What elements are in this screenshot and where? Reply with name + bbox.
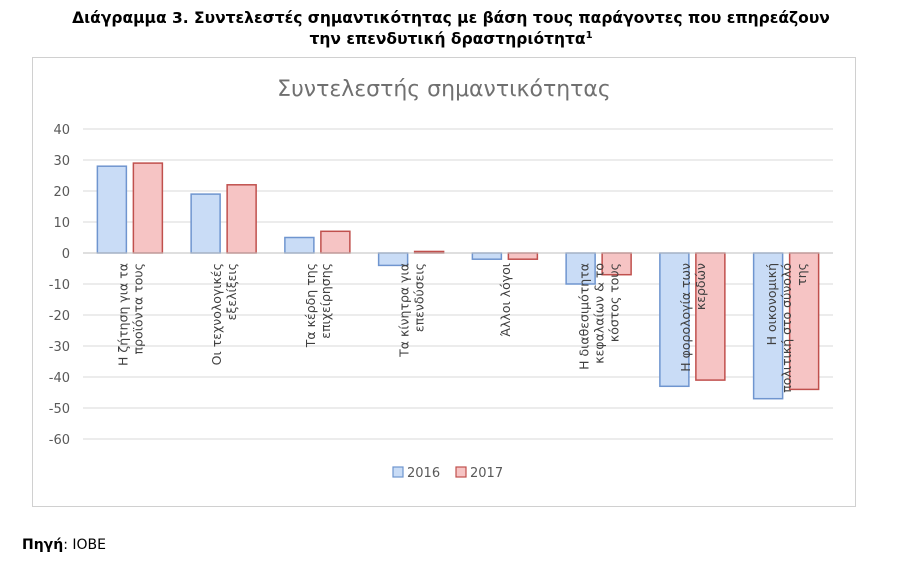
bar-2016 bbox=[471, 252, 503, 260]
document-title: Διάγραμμα 3. Συντελεστές σημαντικότητας … bbox=[0, 8, 902, 50]
x-category-label-line: Η διαθεσιμότητα bbox=[577, 263, 592, 370]
x-category-label: Η διαθεσιμότητα κεφαλαίων & το κόστος τους bbox=[577, 263, 622, 370]
bar-2017 bbox=[507, 252, 539, 260]
x-category-label: Άλλοι λόγοι bbox=[498, 263, 513, 337]
x-category-label: Η οικονομική πολιτική στο σύνολό της bbox=[764, 263, 809, 393]
legend-swatch-2016 bbox=[392, 466, 404, 478]
x-category-label-line: εξελίξεις bbox=[224, 263, 239, 320]
source-value: : IOBE bbox=[63, 537, 106, 553]
document-title-line-2: την επενδυτική δραστηριότητα1 bbox=[0, 29, 902, 50]
x-category-label-line: προϊόντα τους bbox=[130, 263, 145, 354]
x-category-label-line: πολιτική στο σύνολό bbox=[779, 263, 794, 393]
bar-2017 bbox=[132, 162, 164, 254]
y-tick-label: -50 bbox=[49, 402, 70, 417]
x-category-label-line: κόστος τους bbox=[607, 263, 622, 342]
bar-2017 bbox=[320, 230, 351, 254]
y-tick-label: 30 bbox=[53, 154, 70, 169]
x-category-label-line: επενδύσεις bbox=[412, 263, 427, 332]
y-tick-label: 20 bbox=[53, 185, 70, 200]
x-category-label-line: Η οικονομική bbox=[764, 263, 779, 345]
bar-2017 bbox=[788, 252, 820, 391]
bar-2016 bbox=[752, 252, 784, 400]
x-category-label-line: κερδών bbox=[693, 263, 708, 310]
document-title-line-1: Διάγραμμα 3. Συντελεστές σημαντικότητας … bbox=[72, 9, 830, 27]
x-category-label-line: Οι τεχνολογικές bbox=[209, 263, 224, 365]
x-category-label: Η φορολογία των κερδών bbox=[678, 263, 708, 372]
bar-2016 bbox=[565, 252, 596, 285]
x-category-label-line: επιχείρησης bbox=[318, 263, 333, 339]
x-category-label-line: κεφαλαίων & το bbox=[592, 263, 607, 364]
legend-label-2017: 2017 bbox=[470, 466, 503, 481]
x-category-label-line: της bbox=[794, 263, 809, 286]
bar-2016 bbox=[284, 236, 315, 254]
y-tick-label: -10 bbox=[49, 278, 70, 293]
document-title-line-2-text: την επενδυτική δραστηριότητα bbox=[309, 30, 586, 48]
bar-2016 bbox=[96, 165, 128, 254]
y-tick-label: -20 bbox=[49, 309, 70, 324]
x-category-label-line: Τα κίνητρα για bbox=[397, 263, 412, 358]
bar-2016 bbox=[190, 193, 221, 254]
source-note: Πηγή: IOBE bbox=[22, 537, 106, 553]
x-category-label: Η ζήτηση για τα προϊόντα τους bbox=[115, 263, 145, 366]
y-tick-label: 40 bbox=[53, 123, 70, 138]
legend-swatch-2017 bbox=[455, 466, 467, 478]
x-category-label: Οι τεχνολογικές εξελίξεις bbox=[209, 263, 239, 365]
bar-2017 bbox=[695, 252, 726, 381]
footnote-marker: 1 bbox=[585, 29, 593, 41]
y-tick-label: 10 bbox=[53, 216, 70, 231]
bar-2017 bbox=[226, 184, 257, 254]
chart-frame: Συντελεστής σημαντικότητας 40 30 20 10 0 -10 -2… bbox=[32, 57, 856, 507]
x-category-label-line: Η ζήτηση για τα bbox=[115, 263, 130, 366]
y-tick-label: -60 bbox=[49, 433, 70, 448]
x-category-label-line: Άλλοι λόγοι bbox=[498, 263, 513, 337]
x-category-label-line: Η φορολογία των bbox=[678, 263, 693, 372]
source-label: Πηγή bbox=[22, 537, 64, 553]
y-tick-label: -40 bbox=[49, 371, 70, 386]
bar-2016 bbox=[659, 252, 690, 388]
y-tick-label: -30 bbox=[49, 340, 70, 355]
chart-title: Συντελεστής σημαντικότητας bbox=[277, 77, 611, 102]
bar-chart: Συντελεστής σημαντικότητας 40 30 20 10 0 -10 -2… bbox=[49, 77, 833, 481]
legend-label-2016: 2016 bbox=[407, 466, 440, 481]
y-tick-label: 0 bbox=[62, 247, 70, 262]
x-category-label: Τα κέρδη της επιχείρησης bbox=[303, 263, 333, 348]
x-category-label-line: Τα κέρδη της bbox=[303, 263, 318, 348]
x-category-label: Τα κίνητρα για επενδύσεις bbox=[397, 263, 427, 358]
